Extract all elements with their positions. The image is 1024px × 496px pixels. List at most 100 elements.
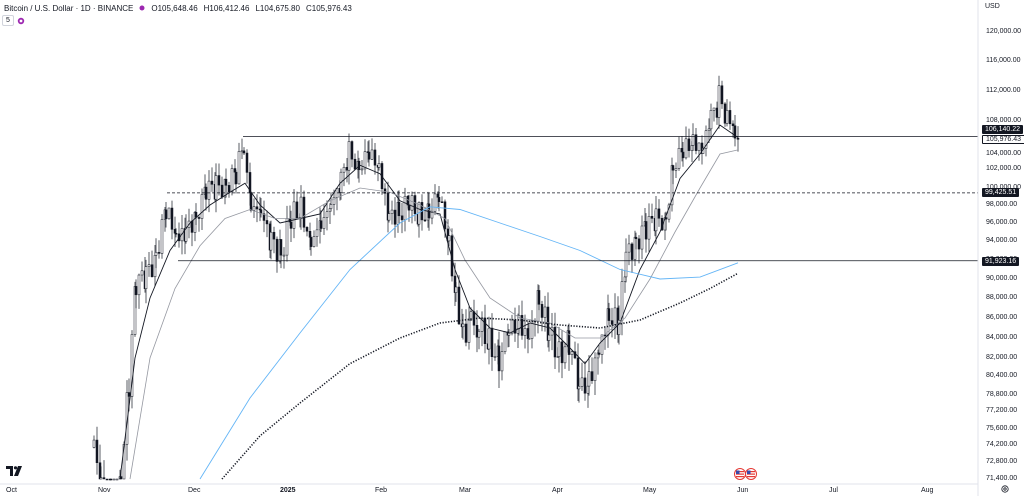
candle-body: [312, 236, 316, 247]
candle-body: [423, 219, 427, 222]
date-tick: May: [643, 487, 657, 494]
price-tick: 80,400.00: [986, 372, 1018, 379]
candle-body: [540, 304, 544, 318]
candle-body: [671, 165, 675, 171]
candle-body: [500, 351, 504, 372]
candle-body: [475, 325, 479, 338]
candle-body: [393, 209, 397, 225]
us-flag-events-icon[interactable]: [733, 468, 759, 480]
tradingview-logo-icon[interactable]: [6, 466, 22, 476]
candle-body: [242, 150, 246, 154]
candle-body: [654, 208, 658, 232]
compare-icon[interactable]: [139, 5, 145, 11]
candle-body: [249, 192, 253, 211]
candle-body: [377, 163, 381, 168]
candle-body: [367, 151, 371, 160]
candle-body: [674, 168, 678, 171]
date-tick: Jun: [737, 487, 749, 494]
lower-level-tag: 91,923.16: [982, 257, 1020, 266]
candle-body: [130, 334, 134, 397]
candle-body: [507, 332, 511, 336]
candle-body: [309, 237, 313, 247]
horizontal-level-layer: [167, 135, 978, 262]
candle-body: [733, 125, 737, 139]
candle-body: [736, 137, 740, 140]
candle-body: [99, 477, 103, 480]
candle-body: [657, 208, 661, 219]
candle-body: [610, 320, 614, 325]
price-tick: 75,600.00: [986, 425, 1018, 432]
candle-body: [134, 286, 138, 296]
candle-body: [299, 196, 303, 218]
symbol-legend[interactable]: Bitcoin / U.S. Dollar · 1D · BINANCE O10…: [4, 2, 352, 14]
price-tick: 96,000.00: [986, 219, 1018, 226]
long-ma-dotted-line: [221, 272, 739, 480]
candle-body: [593, 357, 597, 381]
candle-body: [214, 175, 218, 200]
interval-badge[interactable]: 5: [2, 15, 14, 26]
candle-body: [597, 352, 601, 355]
candle-body: [342, 167, 346, 173]
candle-body: [617, 320, 621, 335]
price-tick: 94,000.00: [986, 237, 1018, 244]
currency-label[interactable]: USD: [985, 3, 1000, 10]
candle-body: [237, 151, 241, 185]
candle-body: [200, 194, 204, 219]
candle-body: [627, 243, 631, 253]
candle-body: [691, 134, 695, 146]
indicator-icon[interactable]: [17, 17, 25, 25]
blue-ma-line: [199, 206, 739, 480]
candle-body: [370, 149, 374, 160]
candle-body: [715, 107, 719, 118]
candle-body: [687, 138, 691, 151]
candle-body: [537, 290, 541, 305]
candle-body: [461, 323, 465, 328]
candle-body: [147, 264, 151, 267]
symbol-title[interactable]: Bitcoin / U.S. Dollar · 1D · BINANCE: [4, 3, 134, 13]
candle-body: [563, 346, 567, 364]
candle-body: [720, 85, 724, 105]
candle-body: [207, 180, 211, 200]
candle-body: [712, 107, 716, 111]
candle-body: [144, 266, 148, 289]
candle-body: [467, 319, 471, 343]
price-tick: 102,000.00: [986, 165, 1022, 172]
candle-body: [245, 152, 249, 173]
candle-body: [704, 130, 708, 149]
candle-body: [282, 254, 286, 257]
candle-body: [329, 204, 333, 209]
candle-body: [447, 235, 451, 242]
candle-body: [677, 147, 681, 169]
candle-body: [363, 151, 367, 170]
candle-body: [600, 334, 604, 355]
date-tick: Feb: [375, 487, 388, 494]
candle-body: [390, 209, 394, 214]
candle-body: [583, 377, 587, 394]
candle-body: [272, 231, 276, 240]
date-tick: Aug: [921, 487, 934, 494]
candle-body: [607, 308, 611, 321]
price-tick: 74,200.00: [986, 441, 1018, 448]
candle-body: [637, 238, 641, 250]
price-tick: 90,000.00: [986, 275, 1018, 282]
price-tick: 72,800.00: [986, 458, 1018, 465]
candle-body: [650, 216, 654, 219]
candle-body: [697, 142, 701, 151]
candle-body: [279, 239, 283, 256]
settings-gear-icon[interactable]: [1001, 485, 1009, 493]
price-tick: 71,400.00: [986, 475, 1018, 482]
price-tick: 112,000.00: [986, 87, 1021, 94]
candle-body: [553, 326, 557, 358]
candle-body: [347, 141, 351, 171]
candle-body: [543, 306, 547, 318]
candle-body: [707, 128, 711, 131]
candle-body: [577, 386, 581, 390]
candle-body: [403, 195, 407, 221]
price-tick: 120,000.00: [986, 28, 1022, 35]
candle-body: [210, 180, 214, 185]
candle-body: [454, 286, 458, 293]
candle-layer: [92, 75, 740, 481]
candle-body: [527, 338, 531, 340]
price-tick: 77,200.00: [986, 407, 1018, 414]
